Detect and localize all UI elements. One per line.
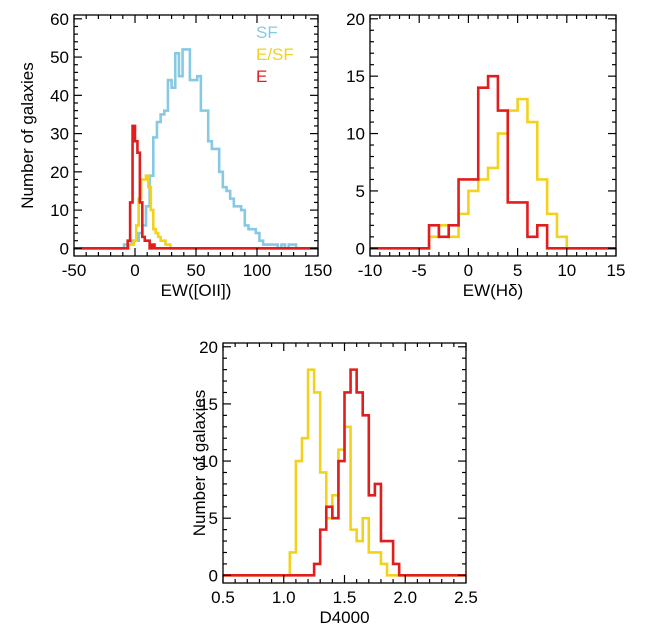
x-tick-label: -10 — [358, 261, 383, 280]
x-tick-label: 15 — [607, 261, 626, 280]
y-tick-label: 50 — [50, 48, 69, 67]
x-tick-label: 0.5 — [211, 588, 235, 607]
x-tick-label: 5 — [513, 261, 522, 280]
x-tick-label: 1.5 — [333, 588, 357, 607]
y-tick-label: 20 — [346, 10, 365, 29]
y-tick-label: 20 — [50, 163, 69, 182]
y-tick-label: 10 — [199, 452, 218, 471]
legend-entry-e-sf: E/SF — [256, 45, 294, 64]
panel-ew-oii: -50 0 50 100 150 0 10 20 30 40 50 60 EW([OII]) Number… — [18, 10, 332, 300]
x-tick-label: 0 — [130, 261, 139, 280]
x-axis-label: D4000 — [319, 608, 369, 627]
y-tick-label: 5 — [209, 509, 218, 528]
y-tick-label: 15 — [346, 67, 365, 86]
histogram-series-sf — [74, 48, 318, 250]
y-tick-label: 0 — [60, 239, 69, 258]
y-tick-label: 20 — [199, 338, 218, 357]
y-tick-label: 60 — [50, 10, 69, 29]
histogram-series-e — [223, 368, 466, 577]
x-tick-label: -50 — [62, 261, 87, 280]
x-axis-label: EW(Hδ) — [463, 281, 523, 300]
y-tick-label: 0 — [356, 239, 365, 258]
x-tick-label: 50 — [187, 261, 206, 280]
x-tick-label: -5 — [412, 261, 427, 280]
y-tick-label: 10 — [346, 125, 365, 144]
y-tick-label: 0 — [209, 566, 218, 585]
x-tick-label: 10 — [557, 261, 576, 280]
panel-ew-hdelta: -10 -5 0 5 10 15 0 5 10 15 20 EW(Hδ) — [346, 10, 625, 300]
y-tick-label: 30 — [50, 125, 69, 144]
histogram-series-e — [370, 74, 616, 250]
panel-d4000: 0.5 1.0 1.5 2.0 2.5 0 5 10 15 20 D4000 Number of ga… — [190, 338, 478, 627]
x-tick-label: 1.0 — [272, 588, 296, 607]
legend-entry-sf: SF — [256, 23, 278, 42]
x-axis-label: EW([OII]) — [161, 281, 232, 300]
y-tick-label: 10 — [50, 201, 69, 220]
legend-entry-e: E — [256, 67, 267, 86]
plot-frame — [222, 342, 467, 584]
plot-frame — [369, 14, 617, 257]
histogram-series-e-sf — [370, 97, 616, 250]
x-tick-label: 100 — [243, 261, 271, 280]
y-tick-label: 40 — [50, 86, 69, 105]
histogram-series-e-sf — [74, 174, 318, 250]
y-axis-label: Number of galaxies — [190, 390, 209, 536]
x-tick-label: 2.0 — [393, 588, 417, 607]
histogram-series-e — [74, 124, 318, 250]
y-tick-label: 15 — [199, 395, 218, 414]
y-axis-label: Number of galaxies — [18, 62, 37, 208]
y-tick-label: 5 — [356, 182, 365, 201]
x-tick-label: 0 — [464, 261, 473, 280]
x-tick-label: 150 — [304, 261, 332, 280]
x-tick-label: 2.5 — [454, 588, 478, 607]
